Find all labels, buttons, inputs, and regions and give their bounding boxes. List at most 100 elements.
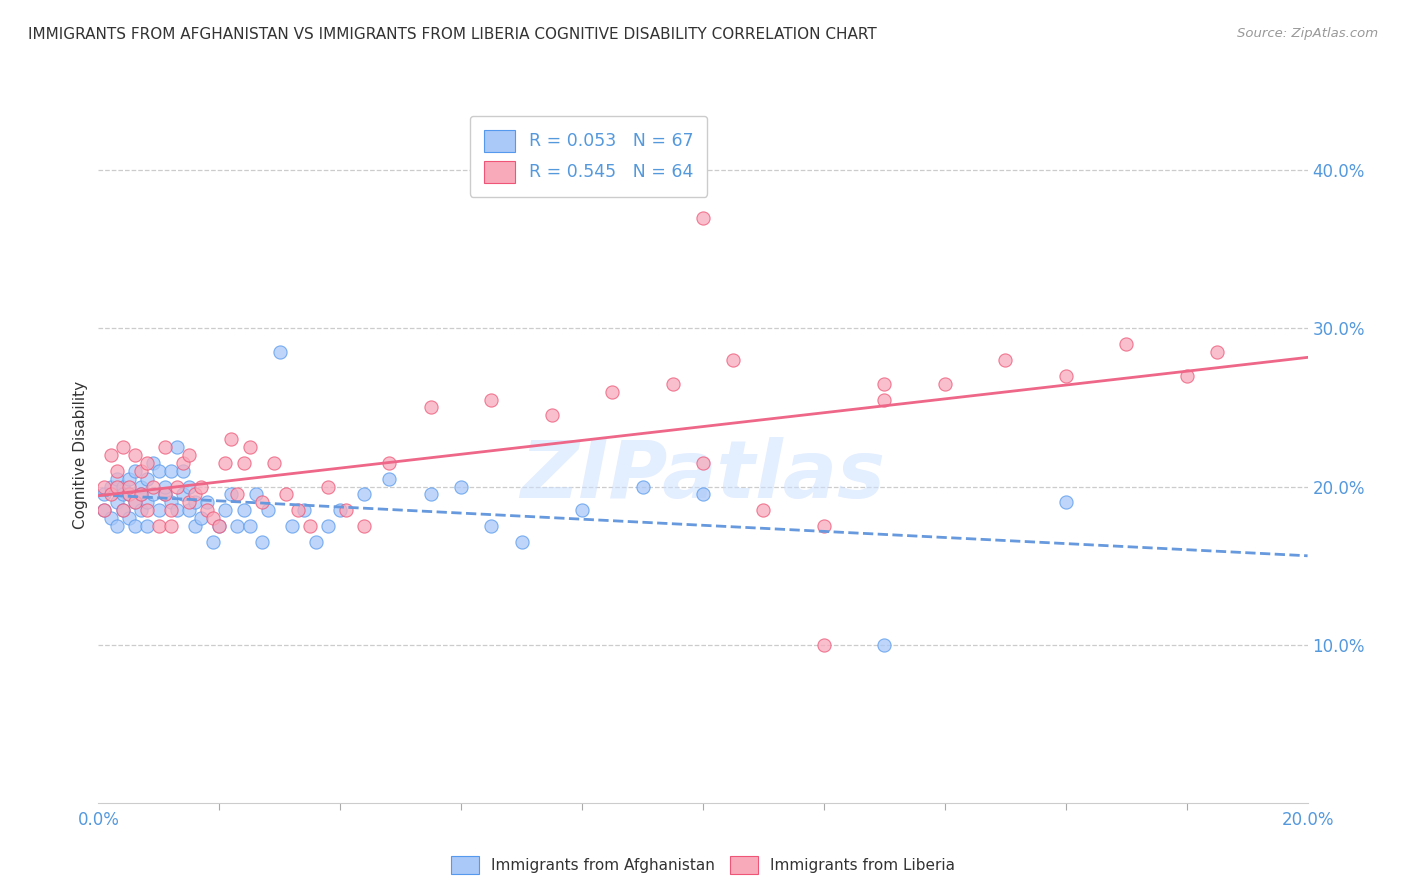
Text: ZIPatlas: ZIPatlas <box>520 437 886 515</box>
Point <box>129 487 152 501</box>
Point <box>129 464 152 478</box>
Y-axis label: Cognitive Disability: Cognitive Disability <box>73 381 89 529</box>
Point <box>129 487 152 501</box>
Point <box>256 503 278 517</box>
Point <box>723 353 745 368</box>
Point <box>153 440 176 454</box>
Point <box>214 456 236 470</box>
Point <box>153 487 176 501</box>
Point <box>1175 368 1198 383</box>
Point <box>873 376 896 391</box>
Point <box>184 495 207 509</box>
Point <box>124 464 146 478</box>
Point <box>93 503 115 517</box>
Point <box>226 487 249 501</box>
Point <box>813 638 835 652</box>
Point <box>269 345 291 359</box>
Point <box>752 503 775 517</box>
Point <box>166 503 188 517</box>
Point <box>129 479 152 493</box>
Text: IMMIGRANTS FROM AFGHANISTAN VS IMMIGRANTS FROM LIBERIA COGNITIVE DISABILITY CORR: IMMIGRANTS FROM AFGHANISTAN VS IMMIGRANT… <box>28 27 877 42</box>
Point <box>118 487 141 501</box>
Point <box>105 479 128 493</box>
Point <box>420 487 443 501</box>
Point <box>135 503 157 517</box>
Point <box>111 440 134 454</box>
Point <box>602 384 624 399</box>
Point <box>166 479 188 493</box>
Point <box>316 519 339 533</box>
Point <box>160 464 183 478</box>
Point <box>105 464 128 478</box>
Point <box>994 353 1017 368</box>
Point <box>692 211 714 225</box>
Point <box>292 503 315 517</box>
Legend: Immigrants from Afghanistan, Immigrants from Liberia: Immigrants from Afghanistan, Immigrants … <box>446 850 960 880</box>
Point <box>111 487 134 501</box>
Point <box>214 503 236 517</box>
Point <box>100 448 122 462</box>
Point <box>179 479 201 493</box>
Point <box>263 456 285 470</box>
Legend: R = 0.053   N = 67, R = 0.545   N = 64: R = 0.053 N = 67, R = 0.545 N = 64 <box>470 116 707 197</box>
Point <box>692 487 714 501</box>
Point <box>124 495 146 509</box>
Point <box>111 503 134 517</box>
Point <box>510 534 533 549</box>
Point <box>377 456 399 470</box>
Point <box>274 487 297 501</box>
Point <box>316 479 339 493</box>
Point <box>142 487 165 501</box>
Point <box>450 479 472 493</box>
Point <box>934 376 956 391</box>
Point <box>208 519 231 533</box>
Point <box>1054 368 1077 383</box>
Point <box>1054 495 1077 509</box>
Point <box>111 479 134 493</box>
Point <box>631 479 654 493</box>
Point <box>250 534 273 549</box>
Point <box>813 519 835 533</box>
Point <box>221 487 243 501</box>
Point <box>377 472 399 486</box>
Point <box>195 495 218 509</box>
Point <box>160 519 183 533</box>
Point <box>142 456 165 470</box>
Point <box>153 479 176 493</box>
Point <box>221 432 243 446</box>
Point <box>166 440 188 454</box>
Point <box>202 511 225 525</box>
Point <box>179 495 201 509</box>
Point <box>481 392 503 407</box>
Point <box>105 519 128 533</box>
Point <box>148 503 170 517</box>
Point <box>335 503 357 517</box>
Point <box>420 401 443 415</box>
Point <box>135 495 157 509</box>
Point <box>329 503 352 517</box>
Point <box>124 519 146 533</box>
Point <box>135 456 157 470</box>
Text: Source: ZipAtlas.com: Source: ZipAtlas.com <box>1237 27 1378 40</box>
Point <box>129 503 152 517</box>
Point <box>105 495 128 509</box>
Point <box>111 503 134 517</box>
Point <box>299 519 322 533</box>
Point <box>184 487 207 501</box>
Point <box>662 376 685 391</box>
Point <box>142 479 165 493</box>
Point <box>208 519 231 533</box>
Point <box>118 479 141 493</box>
Point <box>1206 345 1229 359</box>
Point <box>153 487 176 501</box>
Point <box>1115 337 1137 351</box>
Point <box>226 519 249 533</box>
Point <box>692 456 714 470</box>
Point <box>118 487 141 501</box>
Point <box>245 487 267 501</box>
Point <box>93 503 115 517</box>
Point <box>93 487 115 501</box>
Point <box>232 456 254 470</box>
Point <box>172 487 194 501</box>
Point <box>481 519 503 533</box>
